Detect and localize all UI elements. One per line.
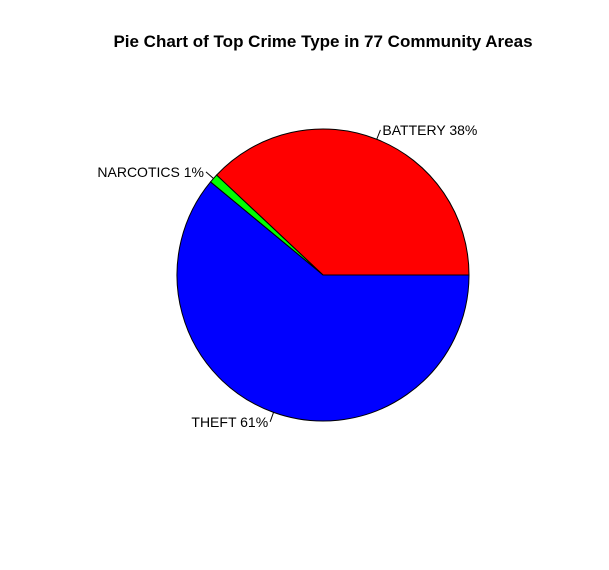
slice-label-battery: BATTERY 38%	[382, 122, 477, 138]
slice-label-narcotics: NARCOTICS 1%	[97, 164, 204, 180]
slice-labels: BATTERY 38% NARCOTICS 1% THEFT 61%	[97, 122, 477, 430]
slice-label-theft: THEFT 61%	[191, 414, 268, 430]
label-leader-lines	[205, 129, 381, 422]
pie-slice-battery	[215, 128, 470, 276]
chart-title: Pie Chart of Top Crime Type in 77 Commun…	[113, 32, 532, 51]
leader-line-theft	[269, 412, 275, 422]
leader-line-battery	[376, 129, 381, 140]
leader-line-narcotics	[205, 171, 214, 179]
pie-slices	[176, 128, 470, 422]
